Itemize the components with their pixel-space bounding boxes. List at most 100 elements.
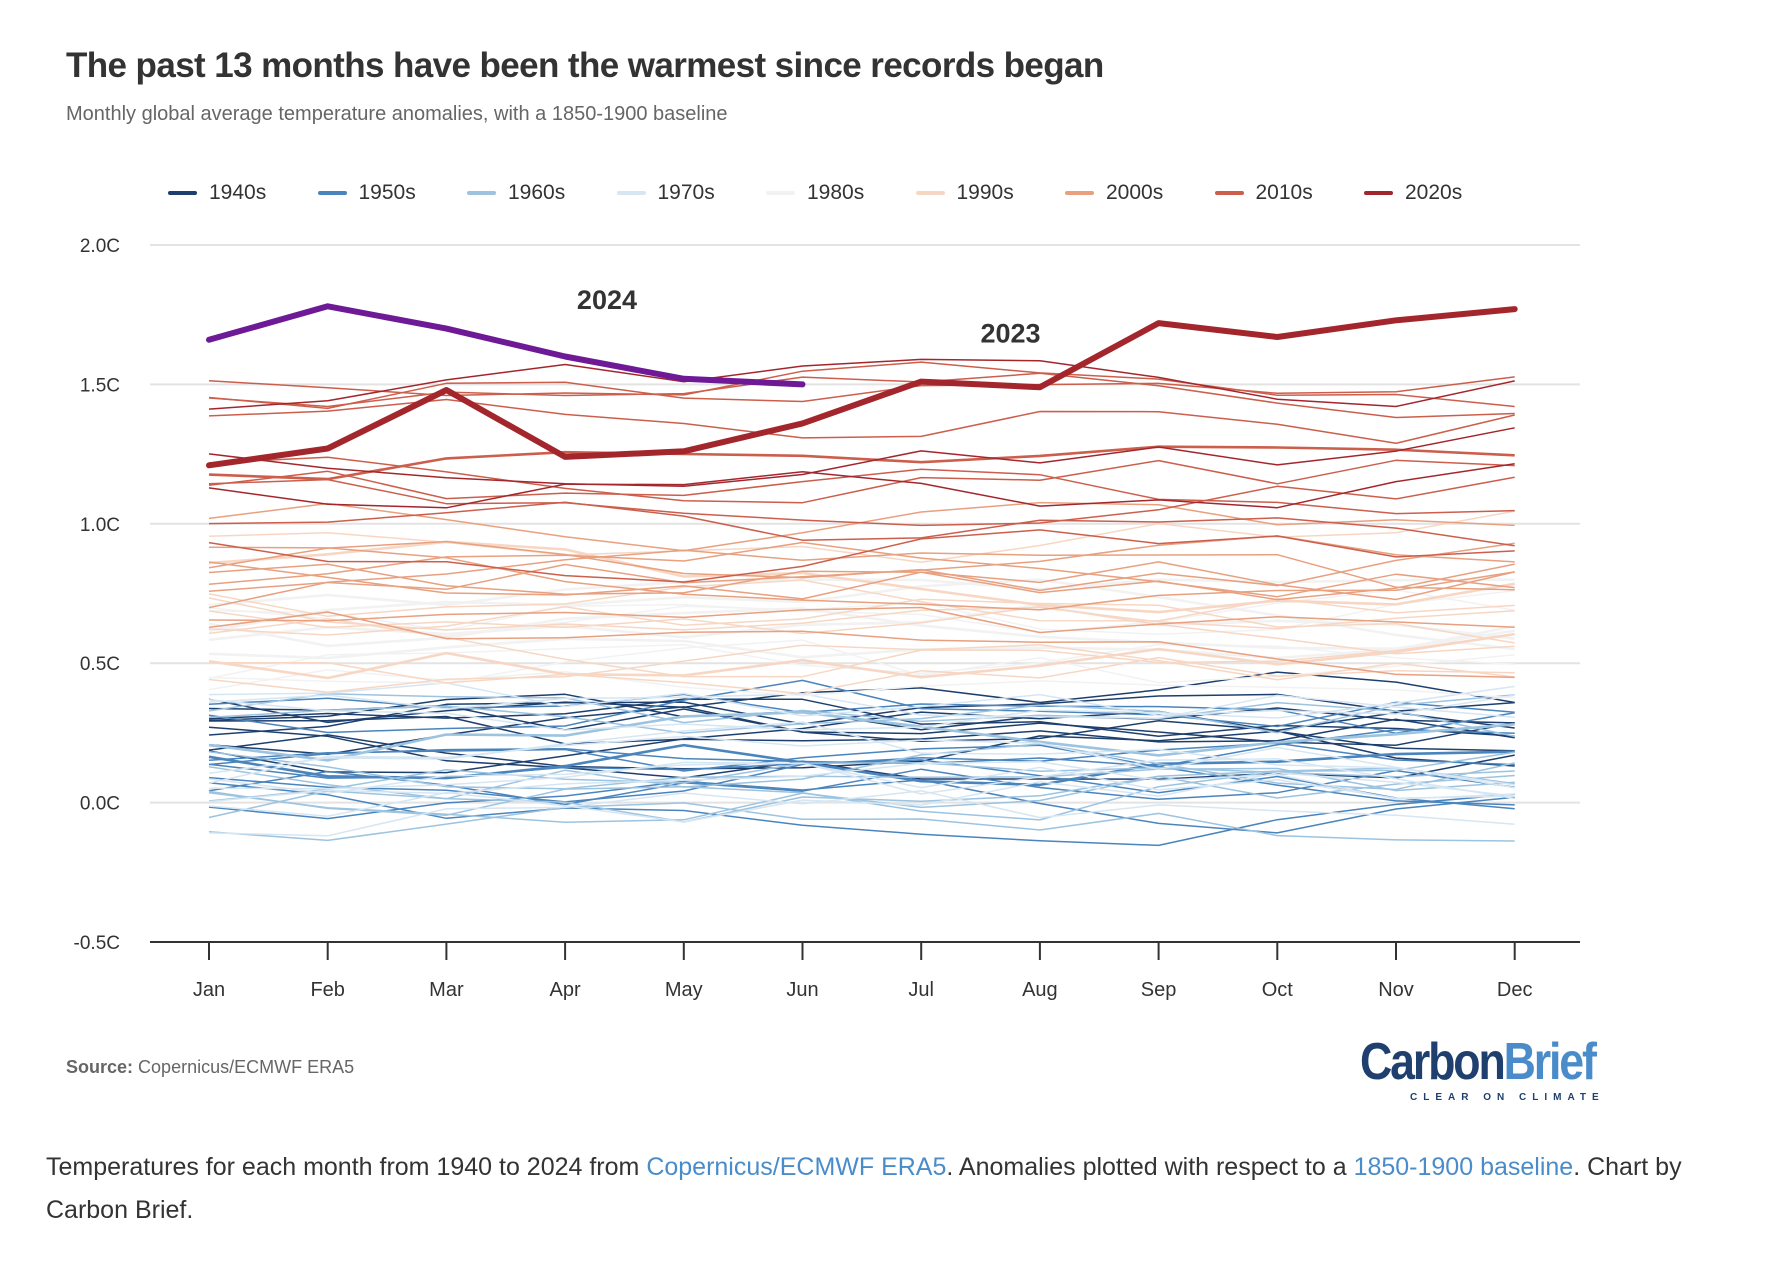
legend-label: 1960s (508, 181, 566, 204)
decade-line-1990s (208, 644, 1515, 693)
copernicus-link[interactable]: Copernicus/ECMWF ERA5 (646, 1153, 947, 1181)
legend: 1940s 1950s 1960s 1970s 1980s 1990s 2000s 2010s… (0, 178, 1770, 208)
x-axis: Jan Feb Mar Apr May Jun Jul Aug Sep Oct Nov Dec (150, 941, 1580, 1001)
decade-line-2010s (208, 529, 1515, 583)
decade-line-1970s (208, 685, 1515, 731)
decade-line-2010s (208, 361, 1515, 408)
decade-line-1950s (208, 679, 1515, 734)
x-tick-label: May (665, 979, 703, 1001)
legend-label: 1980s (807, 181, 865, 204)
decade-line-1970s (208, 721, 1515, 786)
decade-line-1990s (208, 540, 1515, 614)
legend-swatch (616, 191, 646, 195)
legend-label: 1940s (209, 181, 267, 204)
legend-label: 2010s (1255, 181, 1313, 204)
caption-text-1: Temperatures for each month from 1940 to… (46, 1153, 647, 1181)
annotation-2023: 2023 (981, 319, 1041, 349)
legend-item-1950s[interactable]: 1950s (317, 178, 416, 208)
legend-item-2000s[interactable]: 2000s (1065, 178, 1163, 208)
y-tick-label: 1.0C (80, 515, 120, 536)
decade-line-2000s (208, 546, 1515, 611)
legend-label: 1970s (657, 181, 715, 204)
y-tick-label: 1.5C (80, 375, 120, 396)
decade-line-1980s (208, 669, 1515, 699)
decade-line-2020s (208, 463, 1515, 509)
logo-wordmark: CarbonBrief (1360, 1036, 1597, 1088)
chart-title: The past 13 months have been the warmest… (66, 46, 1104, 85)
decade-line-1980s (208, 603, 1515, 642)
annotation-2024: 2024 (577, 285, 637, 315)
decade-line-1950s (208, 744, 1515, 806)
x-tick-label: Nov (1378, 979, 1414, 1001)
annotations: 2023 2024 (577, 285, 1041, 348)
baseline-link[interactable]: 1850-1900 baseline (1353, 1153, 1574, 1181)
x-tick-label: Aug (1022, 979, 1058, 1001)
decade-line-1970s (208, 682, 1515, 717)
legend-swatch (1065, 191, 1094, 195)
x-tick-label: Dec (1497, 979, 1533, 1001)
legend-item-2010s[interactable]: 2010s (1214, 178, 1313, 208)
legend-item-1940s[interactable]: 1940s (168, 178, 266, 208)
decade-lines (208, 358, 1515, 847)
decade-line-2000s (208, 561, 1515, 601)
legend-swatch (168, 191, 197, 195)
decade-line-2000s (208, 606, 1515, 634)
logo-tagline: CLEAR ON CLIMATE (1410, 1092, 1605, 1103)
legend-swatch (317, 191, 347, 195)
decade-line-1970s (208, 761, 1515, 799)
decade-line-1990s (208, 510, 1515, 564)
decade-line-1960s (208, 767, 1515, 823)
x-tick-label: Sep (1141, 979, 1177, 1001)
decade-line-1980s (208, 624, 1515, 660)
decade-line-1960s (208, 693, 1515, 738)
legend-swatch (1364, 191, 1393, 195)
highlight-lines (206, 303, 1518, 469)
legend-label: 1990s (956, 181, 1014, 204)
chart-subtitle: Monthly global average temperature anoma… (66, 103, 728, 125)
x-tick-label: Mar (429, 979, 464, 1001)
legend-label: 1950s (358, 181, 416, 204)
source-note: Source: Copernicus/ECMWF ERA5 (66, 1057, 354, 1078)
series-line-2024 (206, 303, 806, 388)
figure-caption: Temperatures for each month from 1940 to… (46, 1146, 1726, 1232)
legend-item-1970s[interactable]: 1970s (616, 178, 715, 208)
line-chart: -0.5C 0.0C 0.5C 1.0C 1.5C 2.0C Jan Feb Mar Apr Ma… (74, 236, 1580, 1001)
x-tick-label: Jul (908, 979, 934, 1001)
decade-line-2010s (208, 468, 1515, 515)
decade-line-2010s (208, 456, 1515, 504)
x-tick-label: Oct (1262, 979, 1294, 1001)
decade-line-2020s (208, 358, 1515, 410)
carbonbrief-logo[interactable]: CarbonBrief CLEAR ON CLIMATE (1360, 1036, 1600, 1106)
decade-line-1960s (208, 802, 1515, 842)
legend-swatch (467, 191, 496, 195)
legend-item-1980s[interactable]: 1980s (766, 178, 864, 208)
decade-line-2000s (208, 549, 1515, 609)
decade-line-1970s (208, 772, 1515, 823)
y-tick-label: 0.0C (80, 794, 120, 815)
legend-item-1990s[interactable]: 1990s (915, 178, 1014, 208)
decade-line-1990s (209, 656, 1515, 695)
legend-swatch (915, 191, 945, 195)
decade-line-1950s (208, 779, 1515, 834)
decade-line-2010s (208, 398, 1515, 445)
decade-line-2000s (208, 563, 1515, 601)
legend-item-2020s[interactable]: 2020s (1364, 178, 1462, 208)
decade-line-1960s (208, 710, 1515, 762)
decade-line-2000s (208, 540, 1515, 592)
legend-label: 2020s (1405, 181, 1463, 204)
y-tick-label: 2.0C (80, 236, 120, 257)
decade-line-1970s (208, 735, 1515, 789)
series-line-2023 (206, 306, 1518, 469)
legend-label: 2000s (1106, 181, 1164, 204)
decade-line-2010s (208, 445, 1515, 481)
x-tick-label: Jan (193, 979, 225, 1001)
decade-line-1970s (208, 758, 1515, 800)
decade-line-2000s (208, 541, 1515, 598)
legend-item-1960s[interactable]: 1960s (467, 178, 565, 208)
x-tick-label: Apr (550, 979, 581, 1001)
legend-swatch (1214, 191, 1244, 195)
decade-line-1970s (208, 790, 1515, 837)
x-tick-label: Jun (786, 979, 818, 1001)
caption-text-2: . Anomalies plotted with respect to a (946, 1153, 1354, 1181)
decade-line-1970s (208, 693, 1515, 719)
